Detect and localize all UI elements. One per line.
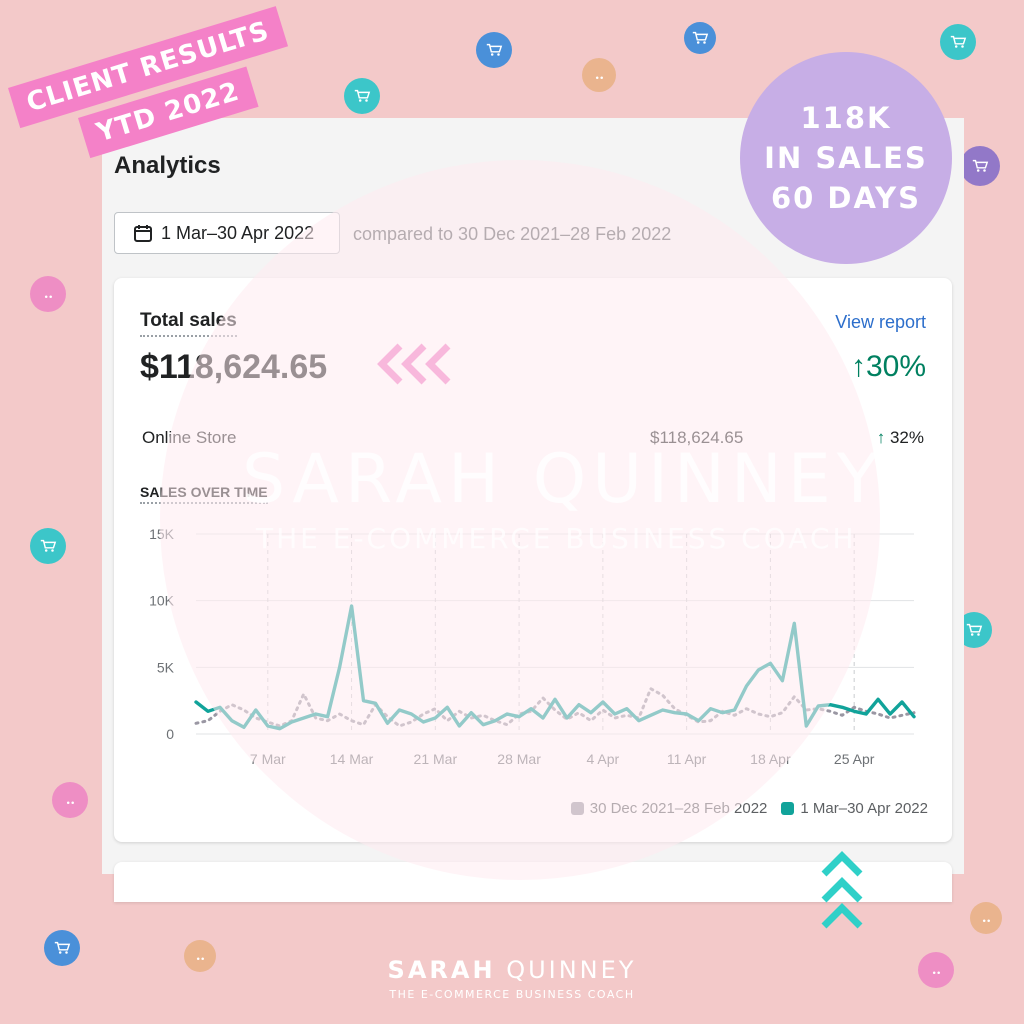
headline-line-1: 118K <box>800 101 892 135</box>
chevrons-left-icon <box>377 343 451 385</box>
headline-line-3: 60 DAYS <box>770 181 922 215</box>
total-sales-change: ↑30% <box>851 350 926 384</box>
x-tick-label: 7 Mar <box>250 751 286 767</box>
legend-label-current: 1 Mar–30 Apr 2022 <box>800 800 928 817</box>
shopping-cart-icon <box>344 78 380 114</box>
client-results-badge: CLIENT RESULTS YTD 2022 <box>8 6 289 159</box>
legend-item-previous[interactable]: 30 Dec 2021–28 Feb 2022 <box>570 800 768 817</box>
shopping-cart-icon <box>44 930 80 966</box>
shopping-cart-icon <box>960 146 1000 186</box>
legend-label-previous: 30 Dec 2021–28 Feb 2022 <box>589 800 768 817</box>
footer-brand: SARAH QUINNEY <box>0 956 1024 984</box>
y-tick-label: 0 <box>166 726 174 742</box>
chevrons-up-icon <box>821 851 863 929</box>
date-range-button[interactable]: 1 Mar–30 Apr 2022 <box>114 212 340 254</box>
x-tick-label: 11 Apr <box>667 751 707 767</box>
x-tick-label: 4 Apr <box>587 751 620 767</box>
total-sales-change-value: 30% <box>865 350 926 383</box>
shopping-cart-icon <box>476 32 512 68</box>
legend-swatch-previous <box>570 802 584 815</box>
sales-over-time-chart: 0 5K 10K 15K 7 Mar 14 Mar 21 Mar 28 Mar 4 Apr 11 … <box>149 526 916 767</box>
y-tick-label: 10K <box>149 593 175 609</box>
footer-tagline: THE E-COMMERCE BUSINESS COACH <box>389 988 635 1001</box>
chart-legend: 30 Dec 2021–28 Feb 2022 1 Mar–30 Apr 202… <box>570 800 928 817</box>
legend-item-current[interactable]: 1 Mar–30 Apr 2022 <box>781 800 928 817</box>
x-tick-label: 14 Mar <box>330 751 374 767</box>
x-tick-label: 28 Mar <box>497 751 541 767</box>
total-sales-value: $118,624.65 <box>140 348 328 386</box>
shopping-cart-icon <box>52 782 88 818</box>
y-tick-label: 15K <box>149 526 175 542</box>
view-report-link[interactable]: View report <box>835 312 926 332</box>
footer-name-light: QUINNEY <box>506 956 637 984</box>
x-tick-label: 25 Apr <box>834 751 875 767</box>
y-tick-label: 5K <box>157 659 175 675</box>
shopping-cart-icon <box>970 902 1002 934</box>
shopping-cart-icon <box>582 58 616 92</box>
channel-change: ↑ 32% <box>877 428 924 448</box>
arrow-up-icon: ↑ <box>850 350 866 383</box>
shopping-cart-icon <box>940 24 976 60</box>
arrow-up-icon: ↑ <box>876 428 886 447</box>
channel-change-value: 32% <box>889 428 924 447</box>
shopping-cart-icon <box>30 528 66 564</box>
date-range-label: 1 Mar–30 Apr 2022 <box>161 222 315 243</box>
shopping-cart-icon <box>30 276 66 312</box>
total-sales-card: Total sales View report $118,624.65 ↑30%… <box>114 278 952 842</box>
headline-circle: 118K IN SALES 60 DAYS <box>740 52 952 264</box>
total-sales-label[interactable]: Total sales <box>140 310 237 337</box>
watermark-name: SARAH QUINNEY <box>242 440 885 519</box>
watermark-tagline: THE E-COMMERCE BUSINESS COACH <box>256 522 857 555</box>
x-tick-label: 18 Apr <box>750 751 791 767</box>
shopping-cart-icon <box>184 940 216 972</box>
shopping-cart-icon <box>684 22 716 54</box>
page-title: Analytics <box>114 152 221 179</box>
x-tick-label: 21 Mar <box>414 751 458 767</box>
channel-label: Online Store <box>142 428 237 447</box>
calendar-icon <box>134 225 152 242</box>
shopping-cart-icon <box>918 952 954 988</box>
footer-name-bold: SARAH <box>387 956 496 984</box>
compare-text: compared to 30 Dec 2021–28 Feb 2022 <box>353 224 672 244</box>
legend-swatch-current <box>781 802 795 815</box>
headline-line-2: IN SALES <box>764 141 928 175</box>
